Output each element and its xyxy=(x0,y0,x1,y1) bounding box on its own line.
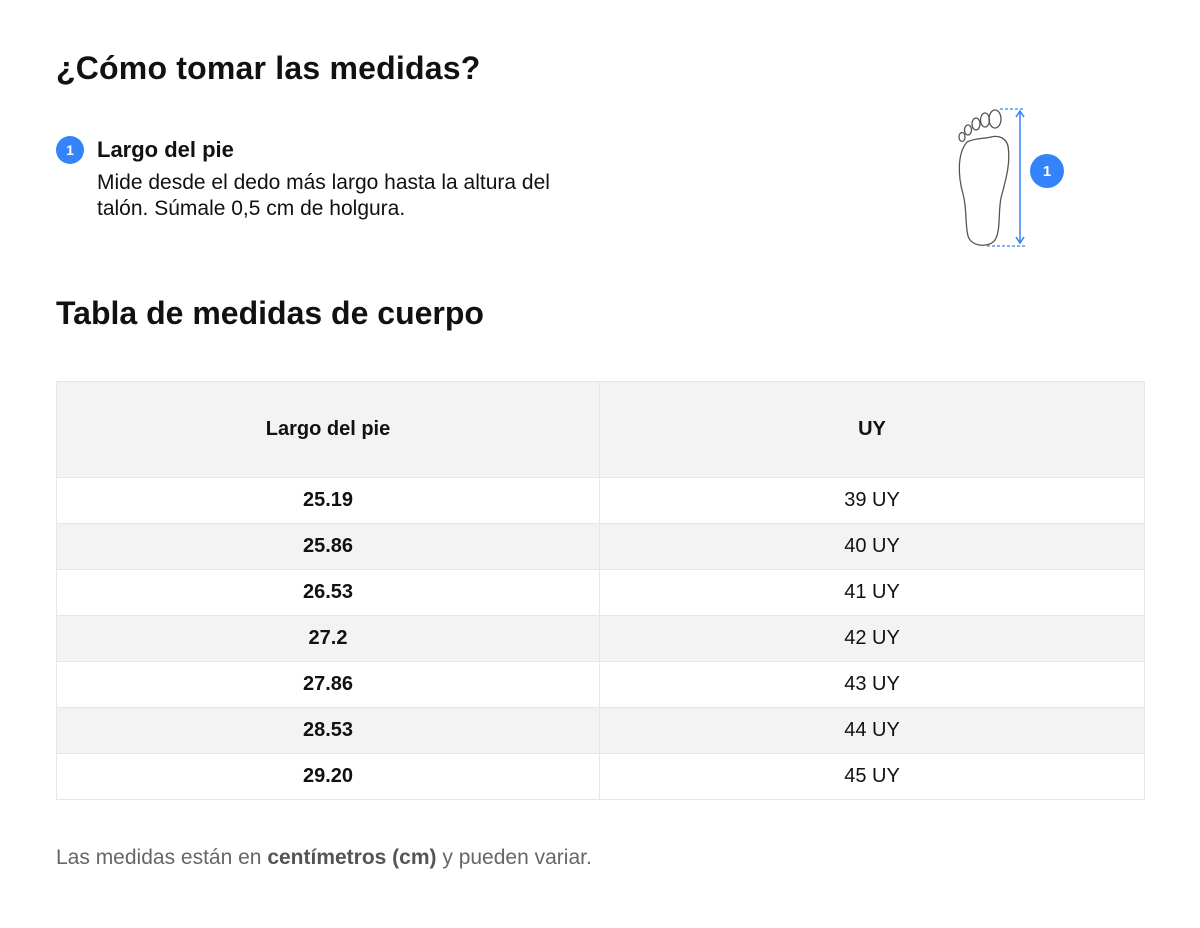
step-description: Mide desde el dedo más largo hasta la al… xyxy=(97,171,550,220)
table-row: 29.20 45 UY xyxy=(56,753,1145,800)
how-to-measure-title: ¿Cómo tomar las medidas? xyxy=(56,50,481,86)
illustration-number-badge: 1 xyxy=(1030,154,1064,188)
table-row: 27.86 43 UY xyxy=(56,661,1145,708)
size-cell: 42 UY xyxy=(599,615,1145,662)
foot-length-cell: 25.86 xyxy=(56,523,600,570)
table-header-row: Largo del pie UY xyxy=(56,381,1145,478)
foot-length-cell: 27.2 xyxy=(56,615,600,662)
table-row: 27.2 42 UY xyxy=(56,615,1145,662)
size-cell: 44 UY xyxy=(599,707,1145,754)
foot-length-cell: 28.53 xyxy=(56,707,600,754)
table-row: 25.86 40 UY xyxy=(56,523,1145,570)
units-note-emphasis: centímetros (cm) xyxy=(267,846,437,869)
foot-length-cell: 26.53 xyxy=(56,569,600,616)
foot-length-cell: 29.20 xyxy=(56,753,600,800)
foot-length-cell: 27.86 xyxy=(56,661,600,708)
size-cell: 39 UY xyxy=(599,477,1145,524)
size-cell: 45 UY xyxy=(599,753,1145,800)
step-number-badge: 1 xyxy=(56,136,84,164)
header-foot-length: Largo del pie xyxy=(56,381,600,478)
table-row: 25.19 39 UY xyxy=(56,477,1145,524)
units-note-prefix: Las medidas están en xyxy=(56,846,268,869)
size-table-title: Tabla de medidas de cuerpo xyxy=(56,295,484,331)
units-note: Las medidas están en centímetros (cm) y … xyxy=(56,846,592,870)
size-table: Largo del pie UY 25.19 39 UY 25.86 40 UY… xyxy=(56,381,1145,800)
units-note-suffix: y pueden variar. xyxy=(436,846,592,869)
foot-outline-icon xyxy=(958,108,1025,247)
size-cell: 41 UY xyxy=(599,569,1145,616)
step-title: Largo del pie xyxy=(97,137,234,162)
foot-length-cell: 25.19 xyxy=(56,477,600,524)
table-row: 26.53 41 UY xyxy=(56,569,1145,616)
size-cell: 40 UY xyxy=(599,523,1145,570)
size-cell: 43 UY xyxy=(599,661,1145,708)
header-size-uy: UY xyxy=(599,381,1145,478)
table-row: 28.53 44 UY xyxy=(56,707,1145,754)
foot-measure-illustration: 1 xyxy=(945,102,1075,254)
